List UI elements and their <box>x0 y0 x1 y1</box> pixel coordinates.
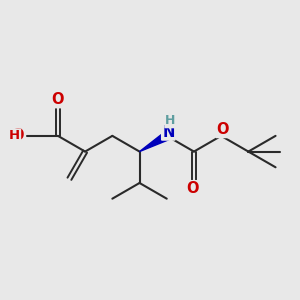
Text: O: O <box>11 128 24 143</box>
Polygon shape <box>140 132 169 152</box>
Text: O: O <box>52 92 64 107</box>
Text: O: O <box>217 122 229 137</box>
Text: H: H <box>9 129 20 142</box>
Text: H: H <box>165 114 176 127</box>
Text: N: N <box>162 124 175 140</box>
Text: O: O <box>186 181 199 196</box>
